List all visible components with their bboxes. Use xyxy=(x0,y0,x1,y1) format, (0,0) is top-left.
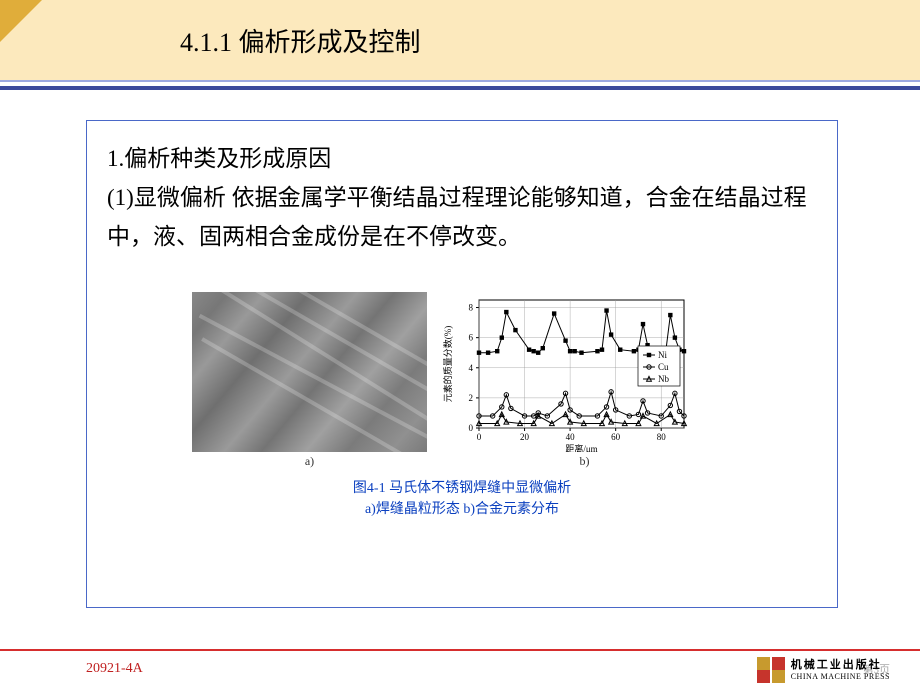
svg-text:距离/μm: 距离/μm xyxy=(565,443,597,452)
figure-row: a) 02468020406080距离/μm元素的质量分数(%)NiCuNb b… xyxy=(107,292,817,469)
figure-b-label: b) xyxy=(437,454,732,469)
footer-code: 20921-4A xyxy=(86,661,143,677)
header-rule xyxy=(0,86,920,90)
svg-text:80: 80 xyxy=(657,432,667,442)
title-bar: 4.1.1 偏析形成及控制 xyxy=(0,0,920,82)
section-title: 4.1.1 偏析形成及控制 xyxy=(180,22,421,59)
publisher-logo-icon xyxy=(757,657,785,683)
svg-text:4: 4 xyxy=(469,363,474,373)
figure-a-label: a) xyxy=(192,454,427,469)
page-number: 第3页 xyxy=(863,661,891,677)
svg-text:60: 60 xyxy=(611,432,621,442)
svg-text:2: 2 xyxy=(469,393,474,403)
figure-a-micrograph xyxy=(192,292,427,452)
svg-text:6: 6 xyxy=(469,333,474,343)
paragraph-1: 1.偏析种类及形成原因 xyxy=(107,139,817,178)
content-box: 1.偏析种类及形成原因 (1)显微偏析 依据金属学平衡结晶过程理论能够知道，合金… xyxy=(86,120,838,608)
figure-b-chart: 02468020406080距离/μm元素的质量分数(%)NiCuNb xyxy=(437,292,732,452)
svg-text:Ni: Ni xyxy=(658,350,667,360)
figure-caption: 图4-1 马氏体不锈钢焊缝中显微偏析 a)焊缝晶粒形态 b)合金元素分布 xyxy=(107,479,817,520)
svg-text:40: 40 xyxy=(566,432,576,442)
caption-line-1: 图4-1 马氏体不锈钢焊缝中显微偏析 xyxy=(353,481,571,496)
svg-text:Cu: Cu xyxy=(658,362,669,372)
paragraph-2: (1)显微偏析 依据金属学平衡结晶过程理论能够知道，合金在结晶过程中，液、固两相… xyxy=(107,178,817,256)
svg-text:Nb: Nb xyxy=(658,374,669,384)
svg-text:20: 20 xyxy=(520,432,530,442)
svg-text:0: 0 xyxy=(477,432,482,442)
svg-text:0: 0 xyxy=(469,423,474,433)
corner-fold xyxy=(0,0,42,42)
svg-text:8: 8 xyxy=(469,303,474,313)
caption-line-2: a)焊缝晶粒形态 b)合金元素分布 xyxy=(365,502,559,517)
footer-rule xyxy=(0,649,920,651)
svg-text:元素的质量分数(%): 元素的质量分数(%) xyxy=(442,326,453,403)
